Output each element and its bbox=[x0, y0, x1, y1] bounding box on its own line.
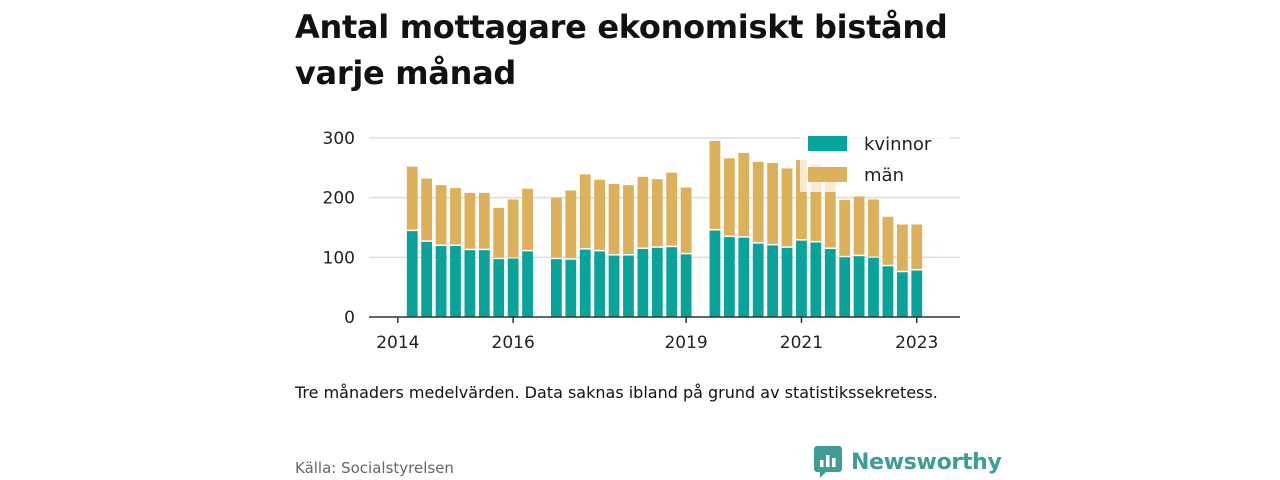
bar-man bbox=[911, 224, 923, 269]
y-tick-label: 300 bbox=[323, 129, 355, 149]
bar-man bbox=[435, 185, 447, 245]
bar-kvinnor bbox=[493, 259, 505, 317]
bar-kvinnor bbox=[723, 237, 735, 317]
bar-man bbox=[565, 190, 577, 259]
x-tick-label: 2019 bbox=[664, 333, 707, 353]
bar-man bbox=[709, 140, 721, 229]
bar-kvinnor bbox=[435, 245, 447, 317]
newsworthy-logo-icon bbox=[814, 446, 842, 478]
bar-man bbox=[594, 179, 606, 250]
bar-kvinnor bbox=[565, 259, 577, 317]
bar-kvinnor bbox=[507, 258, 519, 317]
bar-kvinnor bbox=[781, 247, 793, 317]
bar-man bbox=[752, 161, 764, 243]
bar-man bbox=[796, 160, 807, 240]
bar-kvinnor bbox=[406, 231, 418, 317]
legend-swatch-kvinnor bbox=[808, 136, 847, 151]
bar-man bbox=[680, 187, 692, 253]
bar-kvinnor bbox=[651, 247, 663, 317]
legend-label-man: män bbox=[864, 165, 904, 186]
y-tick-label: 100 bbox=[323, 248, 355, 268]
x-tick-label: 2021 bbox=[780, 333, 823, 353]
bar-man bbox=[637, 176, 649, 248]
bar-kvinnor bbox=[680, 254, 692, 317]
bar-man bbox=[421, 178, 433, 241]
bar-kvinnor bbox=[550, 259, 562, 317]
source-text: Källa: Socialstyrelsen bbox=[295, 459, 454, 477]
bar-kvinnor bbox=[522, 251, 533, 317]
bar-kvinnor bbox=[608, 255, 620, 317]
bar-kvinnor bbox=[796, 240, 807, 317]
bar-kvinnor bbox=[810, 242, 822, 317]
bar-man bbox=[882, 216, 894, 265]
legend-label-kvinnor: kvinnor bbox=[864, 134, 932, 155]
x-tick-label: 2014 bbox=[376, 333, 419, 353]
bar-man bbox=[810, 164, 822, 241]
bar-man bbox=[666, 172, 678, 246]
bar-man bbox=[853, 196, 865, 255]
brand-name: Newsworthy bbox=[851, 449, 1002, 475]
bar-kvinnor bbox=[450, 245, 461, 317]
bar-kvinnor bbox=[623, 255, 634, 317]
bar-man bbox=[450, 188, 461, 245]
y-tick-label: 200 bbox=[323, 189, 355, 209]
x-tick-label: 2016 bbox=[492, 333, 535, 353]
y-tick-label: 0 bbox=[344, 308, 355, 328]
bar-man bbox=[623, 185, 634, 255]
bar-kvinnor bbox=[464, 250, 476, 317]
bar-man bbox=[478, 192, 490, 249]
bar-kvinnor bbox=[738, 237, 750, 317]
bar-man bbox=[550, 197, 562, 258]
bar-man bbox=[723, 158, 735, 236]
bar-man bbox=[608, 183, 620, 255]
bar-kvinnor bbox=[752, 243, 764, 317]
bar-man bbox=[839, 200, 851, 256]
bar-kvinnor bbox=[421, 241, 433, 317]
bar-man bbox=[464, 192, 476, 249]
bar-kvinnor bbox=[868, 257, 879, 317]
legend-swatch-man bbox=[808, 167, 847, 182]
bar-man bbox=[896, 224, 908, 271]
bar-kvinnor bbox=[896, 272, 908, 317]
bar-man bbox=[522, 188, 533, 250]
bar-kvinnor bbox=[579, 249, 591, 317]
x-tick-label: 2023 bbox=[895, 333, 938, 353]
chart-title: Antal mottagare ekonomiskt bistånd varje… bbox=[295, 8, 948, 92]
bar-man bbox=[579, 174, 591, 249]
bar-kvinnor bbox=[637, 248, 649, 317]
brand-logo: Newsworthy bbox=[814, 446, 1002, 478]
legend: kvinnor män bbox=[800, 130, 950, 192]
bars bbox=[406, 140, 923, 317]
axes: 0 100 200 300 2014 2016 2019 2021 2023 bbox=[323, 129, 960, 353]
bar-kvinnor bbox=[853, 256, 865, 317]
bar-man bbox=[868, 199, 879, 257]
bar-man bbox=[507, 199, 519, 258]
bar-man bbox=[824, 174, 836, 248]
bar-kvinnor bbox=[666, 247, 678, 317]
bar-man bbox=[781, 168, 793, 247]
bar-man bbox=[651, 179, 663, 247]
bar-kvinnor bbox=[882, 266, 894, 317]
bar-man bbox=[406, 166, 418, 230]
bar-kvinnor bbox=[767, 245, 779, 317]
chart-note: Tre månaders medelvärden. Data saknas ib… bbox=[295, 383, 938, 402]
bar-man bbox=[738, 152, 750, 237]
bar-man bbox=[493, 207, 505, 258]
stacked-bar-chart: 0 100 200 300 2014 2016 2019 2021 2023 kvinnor mä… bbox=[323, 129, 960, 353]
bar-kvinnor bbox=[594, 251, 606, 317]
bar-kvinnor bbox=[824, 248, 836, 317]
bar-kvinnor bbox=[839, 257, 851, 317]
bar-kvinnor bbox=[709, 230, 721, 317]
bar-kvinnor bbox=[478, 250, 490, 317]
bar-kvinnor bbox=[911, 270, 923, 317]
bar-man bbox=[767, 163, 779, 244]
